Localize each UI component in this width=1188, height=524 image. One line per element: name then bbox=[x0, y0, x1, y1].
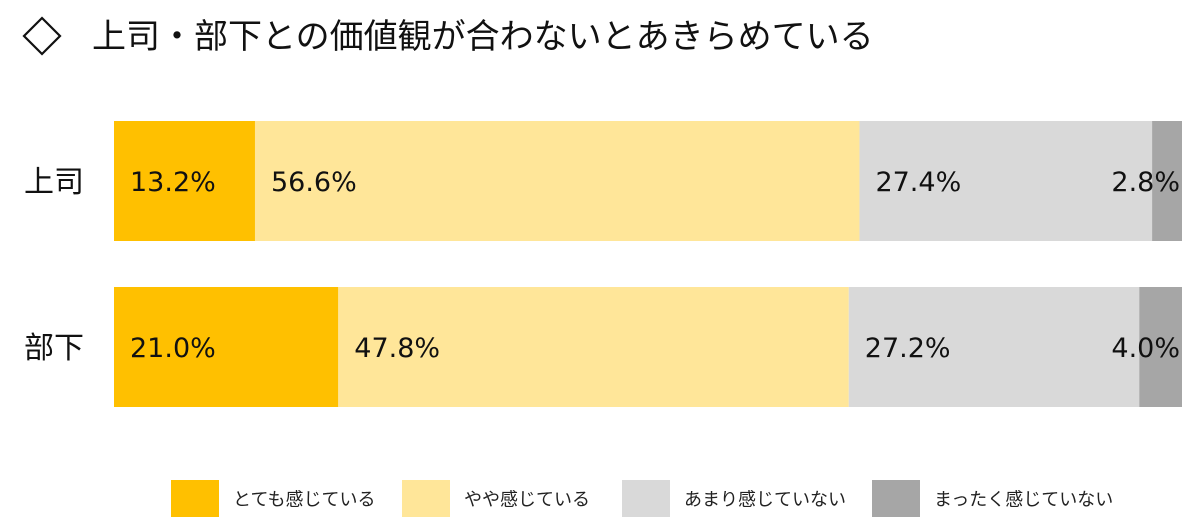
data-label: 4.0% bbox=[1111, 333, 1180, 364]
bar-segment bbox=[338, 287, 849, 407]
legend-entry-label: あまり感じていない bbox=[684, 490, 846, 511]
legend: とても感じている やや感じている あまり感じていない まったく感じていない bbox=[171, 480, 1113, 517]
legend-swatch bbox=[171, 480, 219, 517]
data-label: 21.0% bbox=[130, 333, 216, 364]
legend-entry-label: まったく感じていない bbox=[934, 490, 1113, 511]
bar-segment bbox=[254, 121, 860, 241]
bar-segment bbox=[859, 121, 1153, 241]
chart-title-text: 上司・部下との価値観が合わないとあきらめている bbox=[92, 17, 874, 57]
data-label: 47.8% bbox=[354, 333, 440, 364]
legend-entry-label: とても感じている bbox=[233, 490, 376, 511]
legend-entry-label: やや感じている bbox=[464, 490, 590, 511]
chart-title: 上司・部下との価値観が合わないとあきらめている bbox=[22, 16, 874, 57]
bar-segment bbox=[1152, 121, 1182, 241]
data-label: 56.6% bbox=[271, 167, 357, 198]
bar-segment bbox=[114, 287, 339, 407]
data-label: 13.2% bbox=[130, 167, 216, 198]
legend-swatch bbox=[872, 480, 920, 517]
bars bbox=[114, 121, 1182, 407]
category-label: 部下 bbox=[24, 331, 84, 366]
legend-swatch bbox=[622, 480, 670, 517]
legend-swatch bbox=[402, 480, 450, 517]
bar-segment bbox=[848, 287, 1140, 407]
data-label: 2.8% bbox=[1111, 167, 1180, 198]
value-labels: 13.2% 56.6% 27.4% 2.8% 21.0% 47.8% 27.2% 4.0% bbox=[130, 167, 1180, 364]
data-label: 27.4% bbox=[875, 167, 961, 198]
bar-segment bbox=[1139, 287, 1182, 407]
diamond-outline-icon bbox=[22, 16, 62, 56]
bar-segment bbox=[114, 121, 255, 241]
category-label: 上司 bbox=[24, 165, 84, 200]
data-label: 27.2% bbox=[865, 333, 951, 364]
